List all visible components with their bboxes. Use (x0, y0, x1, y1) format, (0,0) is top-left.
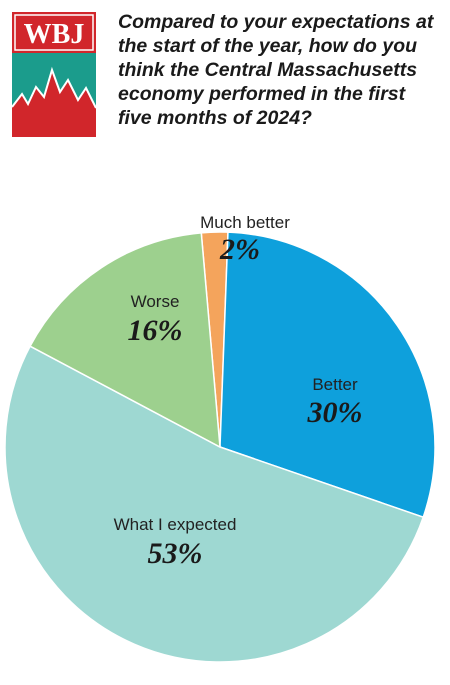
slice-label-much-better: Much better (200, 213, 290, 232)
slice-value-what-i-expected: 53% (148, 537, 203, 570)
wbj-logo: WBJ (12, 12, 96, 137)
slice-value-much-better: 2% (219, 233, 260, 266)
slice-label-what-i-expected: What I expected (114, 515, 237, 534)
pie-slice-what-i-expected (4, 345, 425, 663)
pie-slice-better (219, 231, 436, 519)
slice-value-worse: 16% (128, 314, 183, 347)
logo-text: WBJ (24, 19, 85, 50)
question-title: Compared to your expectations at the sta… (118, 11, 434, 129)
pie-slice-worse (29, 232, 221, 449)
slice-value-better: 30% (307, 396, 363, 429)
slice-label-better: Better (312, 375, 358, 394)
slice-label-worse: Worse (131, 292, 180, 311)
